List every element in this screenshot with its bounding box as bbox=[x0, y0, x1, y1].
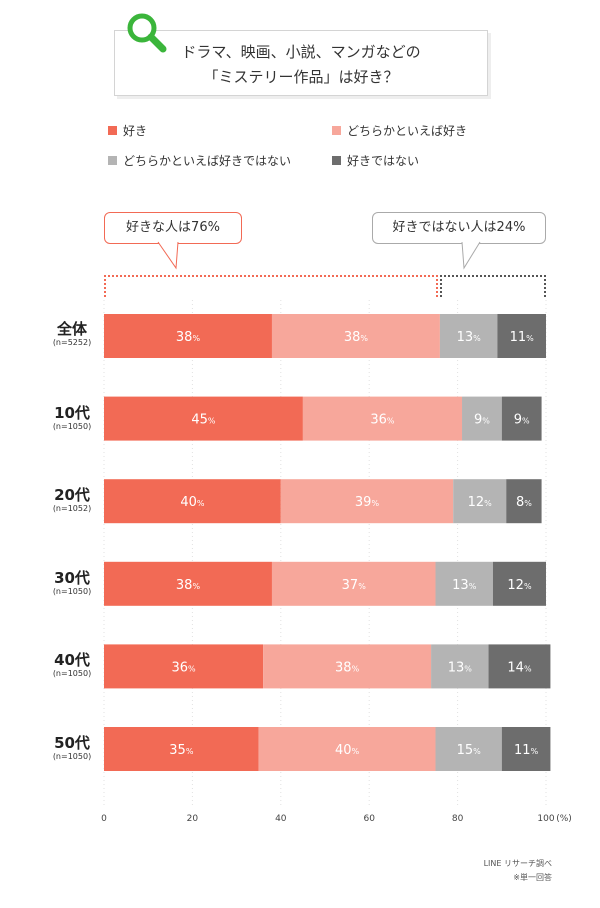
bar-segment-3-1 bbox=[271, 561, 436, 606]
category-label-6: 50代 (n=1050) bbox=[32, 734, 112, 762]
bar-segment-0-3 bbox=[497, 314, 546, 358]
bar-segment-4-2 bbox=[431, 644, 489, 689]
bar-segment-4-0 bbox=[104, 644, 264, 689]
category-sample-size: (n=1050) bbox=[52, 669, 92, 678]
category-sample-size: (n=1050) bbox=[52, 587, 92, 596]
data-label-1-0: 45% bbox=[191, 413, 216, 428]
bar-segment-3-3 bbox=[492, 561, 546, 606]
footnote-note: ※単一回答 bbox=[513, 873, 552, 882]
bar-segment-0-1 bbox=[271, 314, 440, 358]
chart-title-line-1: ドラマ、映画、小説、マンガなどの bbox=[181, 43, 421, 61]
data-label-3-0: 38% bbox=[176, 578, 201, 593]
category-name: 10代 bbox=[54, 404, 90, 422]
category-label-5: 40代 (n=1050) bbox=[32, 651, 112, 679]
data-label-1-3: 9% bbox=[514, 413, 530, 428]
category-sample-size: (n=1050) bbox=[52, 752, 92, 761]
category-sample-size: (n=1052) bbox=[52, 504, 92, 513]
data-label-4-2: 13% bbox=[448, 660, 473, 675]
title-box: ドラマ、映画、小説、マンガなどの 「ミステリー作品」は好き？ bbox=[114, 30, 488, 96]
search-icon bbox=[127, 13, 167, 53]
category-label-3: 20代 (n=1052) bbox=[32, 486, 112, 514]
bar-segment-5-2 bbox=[435, 727, 502, 771]
x-unit-label: (%) bbox=[556, 814, 572, 824]
bar-segment-1-2 bbox=[462, 396, 502, 441]
footnote-source: LINE リサーチ調べ bbox=[483, 859, 552, 868]
legend-swatch-1 bbox=[108, 126, 117, 135]
bar-segment-4-1 bbox=[263, 644, 432, 689]
bar-segment-3-0 bbox=[104, 561, 272, 606]
data-label-5-3: 11% bbox=[514, 743, 539, 758]
bar-segment-1-3 bbox=[501, 396, 542, 441]
x-tick-label-5: 100 bbox=[537, 814, 554, 824]
category-label-4: 30代 (n=1050) bbox=[32, 569, 112, 597]
data-label-4-1: 38% bbox=[335, 660, 360, 675]
category-sample-size: (n=5252) bbox=[52, 338, 92, 347]
category-sample-size: (n=1050) bbox=[52, 422, 92, 431]
x-tick-label-2: 40 bbox=[275, 814, 287, 824]
bar-segment-2-2 bbox=[453, 479, 507, 524]
data-label-2-2: 12% bbox=[468, 495, 493, 510]
category-name: 30代 bbox=[54, 569, 90, 587]
bar-segment-2-1 bbox=[280, 479, 454, 524]
data-label-0-0: 38% bbox=[176, 330, 201, 345]
legend-label-1: 好き bbox=[123, 124, 148, 138]
bar-segment-2-0 bbox=[104, 479, 281, 524]
data-label-0-1: 38% bbox=[344, 330, 369, 345]
bar-segment-1-1 bbox=[302, 396, 463, 441]
legend-item-1: 好き bbox=[108, 122, 147, 139]
like-callout: 好きな人は76% bbox=[104, 212, 242, 244]
bar-segment-3-2 bbox=[435, 561, 493, 606]
chart-title-line-2: 「ミステリー作品」は好き？ bbox=[203, 68, 399, 86]
like-bracket bbox=[104, 275, 438, 297]
legend-label-4: 好きではない bbox=[347, 154, 420, 168]
dislike-callout-tail bbox=[461, 241, 481, 270]
bar-segment-1-0 bbox=[104, 396, 303, 441]
x-tick-label-3: 60 bbox=[363, 814, 375, 824]
category-name: 40代 bbox=[54, 651, 90, 669]
x-tick-label-4: 80 bbox=[452, 814, 464, 824]
data-label-1-2: 9% bbox=[474, 413, 490, 428]
bar-segment-0-0 bbox=[104, 314, 272, 358]
bar-segment-4-3 bbox=[488, 644, 551, 689]
category-label-1: 全体 (n=5252) bbox=[32, 320, 112, 348]
data-label-4-3: 14% bbox=[507, 660, 532, 675]
category-name: 20代 bbox=[54, 486, 90, 504]
bar-segment-5-0 bbox=[104, 727, 259, 771]
data-label-3-1: 37% bbox=[342, 578, 367, 593]
data-label-4-0: 36% bbox=[171, 660, 196, 675]
legend-label-3: どちらかといえば好きではない bbox=[123, 154, 292, 168]
dislike-bracket bbox=[440, 275, 546, 297]
bar-segment-5-3 bbox=[501, 727, 551, 771]
data-label-2-0: 40% bbox=[180, 495, 205, 510]
dislike-callout: 好きではない人は24% bbox=[372, 212, 546, 244]
data-label-3-3: 12% bbox=[507, 578, 532, 593]
legend-item-3: どちらかといえば好きではない bbox=[108, 152, 291, 169]
legend-swatch-2 bbox=[332, 126, 341, 135]
category-name: 全体 bbox=[56, 320, 87, 338]
data-label-2-3: 8% bbox=[516, 495, 532, 510]
legend-label-2: どちらかといえば好き bbox=[347, 124, 468, 138]
bar-segment-2-3 bbox=[506, 479, 542, 524]
category-name: 50代 bbox=[54, 734, 90, 752]
legend-item-2: どちらかといえば好き bbox=[332, 122, 467, 139]
legend-swatch-4 bbox=[332, 156, 341, 165]
x-tick-label-1: 20 bbox=[187, 814, 199, 824]
legend-swatch-3 bbox=[108, 156, 117, 165]
bar-segment-0-2 bbox=[439, 314, 498, 358]
x-tick-label-0: 0 bbox=[101, 814, 107, 824]
data-label-5-0: 35% bbox=[169, 743, 194, 758]
bar-segment-5-1 bbox=[258, 727, 436, 771]
legend-item-4: 好きではない bbox=[332, 152, 419, 169]
data-label-3-2: 13% bbox=[452, 578, 477, 593]
like-callout-tail bbox=[157, 241, 179, 270]
data-label-2-1: 39% bbox=[355, 495, 380, 510]
category-label-2: 10代 (n=1050) bbox=[32, 404, 112, 432]
data-label-1-1: 36% bbox=[370, 413, 395, 428]
data-label-5-1: 40% bbox=[335, 743, 360, 758]
data-label-0-2: 13% bbox=[457, 330, 482, 345]
data-label-5-2: 15% bbox=[457, 743, 482, 758]
data-label-0-3: 11% bbox=[510, 330, 535, 345]
